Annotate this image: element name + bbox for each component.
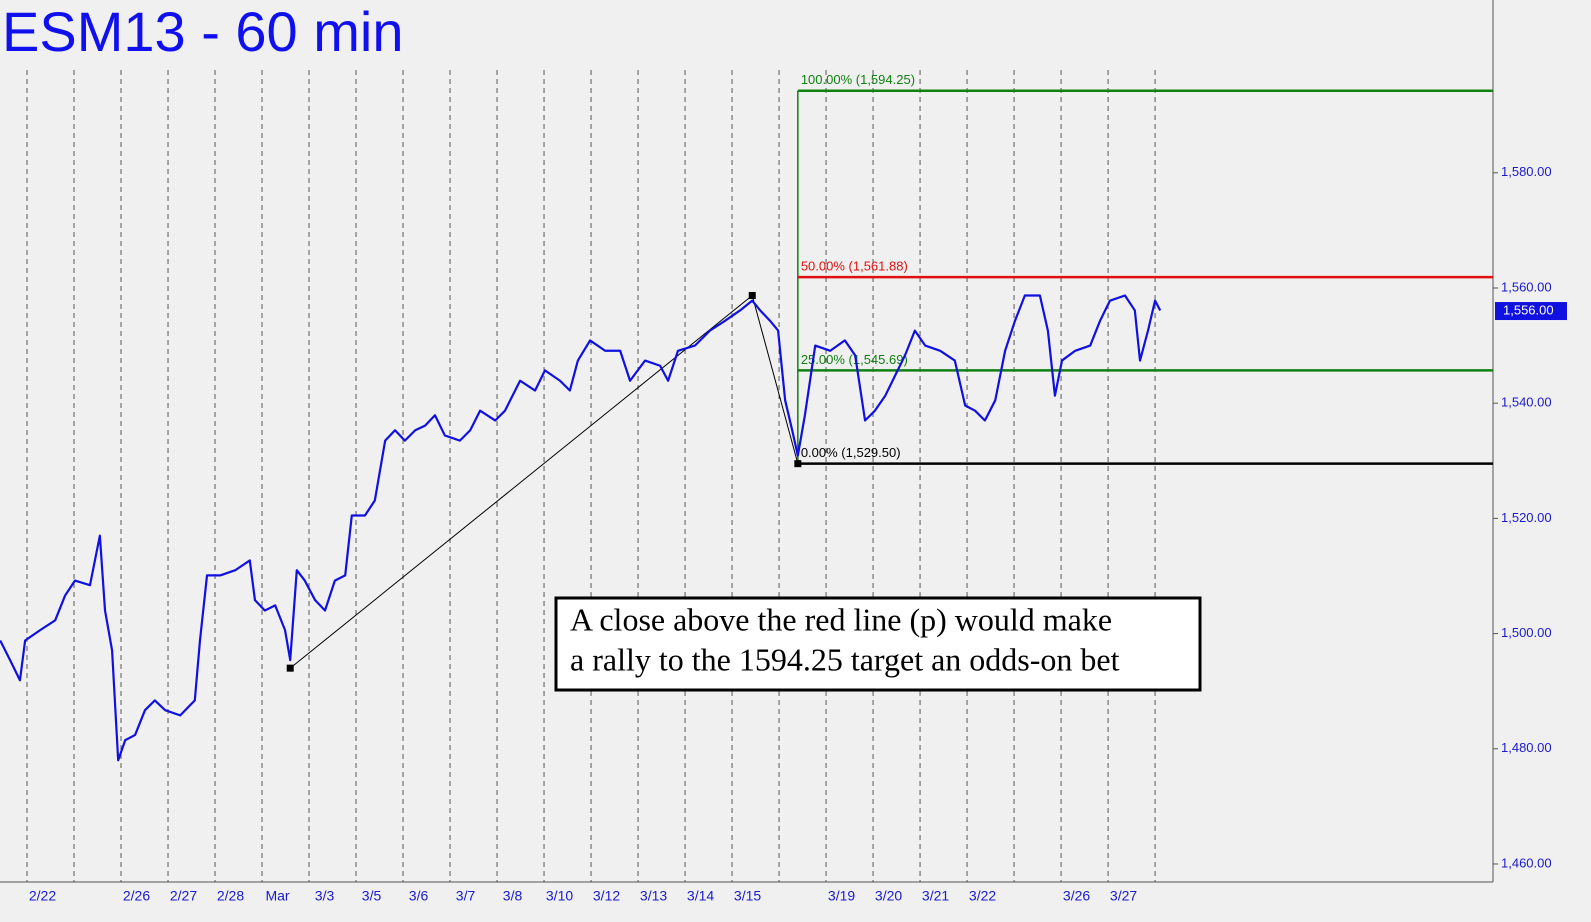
x-tick-label: 3/7 (456, 888, 476, 904)
swing-point (286, 664, 294, 672)
x-tick-label: 3/13 (640, 888, 667, 904)
x-tick-label: 3/5 (362, 888, 382, 904)
annotation-box (554, 596, 1202, 692)
x-tick-label: 3/22 (969, 888, 996, 904)
fib-label: 50.00% (1,561.88) (801, 259, 908, 274)
x-tick-label: 3/21 (922, 888, 949, 904)
annotation-line: A close above the red line (p) would mak… (570, 601, 1112, 637)
price-line (0, 294, 1162, 762)
fib-label: 25.00% (1,545.69) (801, 352, 908, 367)
x-tick-label: 3/20 (875, 888, 902, 904)
y-tick-label: 1,520.00 (1501, 510, 1552, 525)
y-tick-label: 1,540.00 (1501, 395, 1552, 410)
x-tick-label: 2/28 (217, 888, 244, 904)
fib-label: 0.00% (1,529.50) (801, 445, 901, 460)
x-tick-label: 3/14 (687, 888, 714, 904)
x-tick-label: 2/22 (29, 888, 56, 904)
x-tick-label: 3/26 (1063, 888, 1090, 904)
x-tick-label: 3/19 (828, 888, 855, 904)
y-tick-label: 1,580.00 (1501, 164, 1552, 179)
x-tick-label: 3/10 (546, 888, 573, 904)
x-tick-label: 3/27 (1110, 888, 1137, 904)
y-tick-label: 1,460.00 (1501, 855, 1552, 870)
x-tick-label: 3/3 (315, 888, 335, 904)
x-tick-label: 2/26 (123, 888, 150, 904)
x-tick-label: 3/8 (503, 888, 523, 904)
annotation-line: a rally to the 1594.25 target an odds-on… (570, 641, 1120, 677)
chart-title: ESM13 - 60 min (2, 0, 404, 63)
x-tick-label: Mar (265, 888, 289, 904)
last-price-tag (1495, 302, 1567, 321)
swing-point (794, 460, 802, 468)
y-tick-label: 1,560.00 (1501, 279, 1552, 294)
y-tick-label: 1,480.00 (1501, 740, 1552, 755)
last-price-label: 1,556.00 (1503, 302, 1554, 317)
x-tick-label: 3/12 (593, 888, 620, 904)
x-tick-label: 3/6 (409, 888, 429, 904)
x-tick-label: 2/27 (170, 888, 197, 904)
fib-label: 100.00% (1,594.25) (801, 72, 915, 87)
x-tick-label: 3/15 (734, 888, 761, 904)
swing-point (748, 291, 756, 299)
y-tick-label: 1,500.00 (1501, 625, 1552, 640)
